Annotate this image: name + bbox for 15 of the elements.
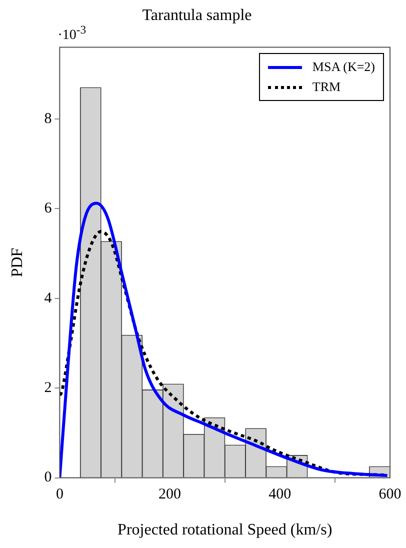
x-tick-label: 400 <box>268 486 292 503</box>
y-tick-label: 0 <box>44 470 52 486</box>
legend-label: MSA (K=2) <box>312 59 375 76</box>
x-tick-label: 200 <box>158 486 182 503</box>
y-axis-title: PDF <box>8 248 26 278</box>
legend-label: TRM <box>312 79 341 96</box>
x-tick-label: 0 <box>56 486 64 503</box>
x-axis-title: Projected rotational Speed (km/s) <box>118 522 332 539</box>
text: ·10$^{-3}$ <box>58 23 86 43</box>
x-tick-label: 600 <box>378 486 402 503</box>
y-tick-label: 8 <box>44 110 52 127</box>
chart-title: Tarantula sample <box>142 6 252 24</box>
y-tick-label: 2 <box>44 380 52 396</box>
y-tick-label: 6 <box>44 200 52 217</box>
y-tick-label: 4 <box>44 290 52 306</box>
